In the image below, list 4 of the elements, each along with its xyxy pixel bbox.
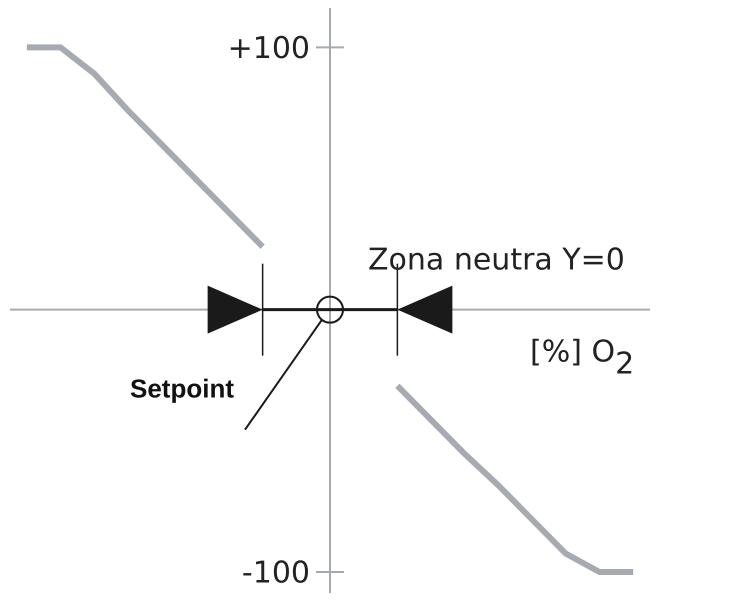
annotation: Zona neutra Y=0	[368, 242, 625, 278]
annotation: Setpoint	[130, 374, 234, 404]
y-tick-label: +100	[228, 30, 310, 66]
y-tick-label: -100	[242, 556, 310, 591]
